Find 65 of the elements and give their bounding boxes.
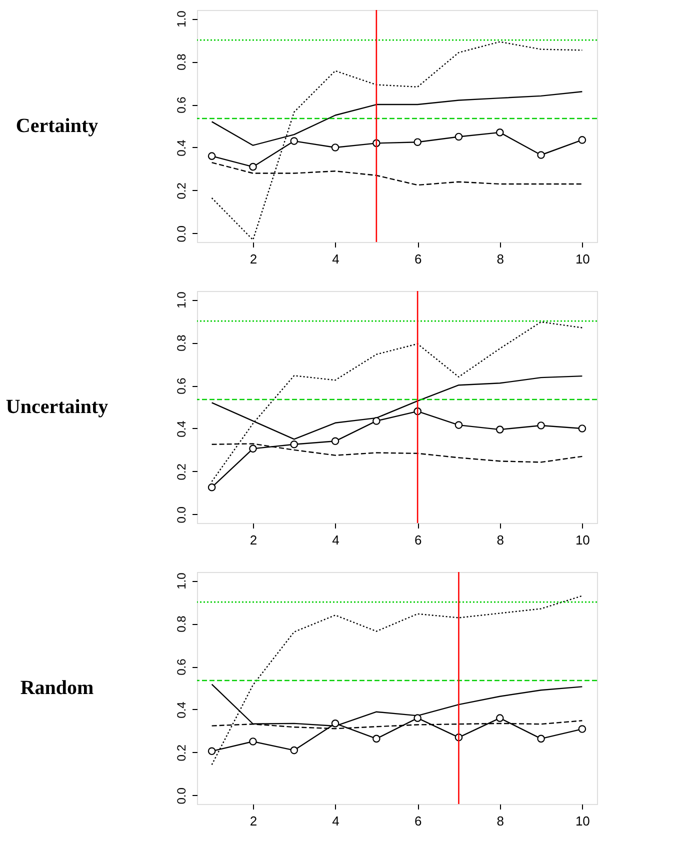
point [496,426,504,434]
point [537,151,545,159]
point [290,440,298,448]
y-tick-label: 0.0 [174,506,188,524]
x-tick-label: 8 [496,252,504,266]
x-tick-label: 8 [496,532,504,548]
y-tick-label: 0.6 [174,658,188,676]
y-tick-label: 0.2 [174,744,188,762]
point [290,137,298,145]
point [537,734,545,743]
point [208,747,216,756]
y-tick-label: 0.4 [174,139,188,156]
y-tick-label: 0.4 [174,420,188,438]
point [249,444,257,453]
point [331,720,340,728]
y-tick-label: 1.0 [174,572,188,590]
x-tick-label: 6 [414,252,422,266]
point [496,128,504,136]
y-tick-label: 0.6 [174,377,188,394]
point [372,417,380,425]
x-tick-label: 2 [250,532,258,548]
point [331,437,340,446]
x-tick-label: 6 [414,532,422,548]
line-series [211,41,583,240]
point [578,136,586,144]
point [454,132,463,141]
x-tick-label: 10 [575,814,590,828]
text: Random [20,677,94,699]
y-tick-label: 1.0 [174,291,188,308]
x-tick-label: 10 [575,532,590,548]
point [578,725,586,733]
point [208,152,216,160]
y-tick-label: 0.0 [174,787,188,804]
text: Uncertainty [6,396,108,418]
y-tick-label: 0.8 [174,53,188,70]
point [454,421,463,429]
x-tick-label: 6 [414,814,422,828]
y-tick-label: 0.8 [174,615,188,632]
point [496,714,504,722]
y-tick-label: 0.6 [174,96,188,114]
point [331,144,340,152]
y-tick-label: 0.4 [174,701,188,718]
point [372,734,380,743]
point [414,138,422,146]
text: Certainty [16,115,98,137]
y-tick-label: 1.0 [174,10,188,28]
point [249,738,257,746]
y-tick-label: 0.2 [174,182,188,200]
point [537,422,545,430]
x-tick-label: 4 [332,532,340,548]
x-tick-label: 2 [250,252,258,266]
y-tick-label: 0.2 [174,463,188,480]
line-series [211,595,583,766]
x-tick-label: 8 [496,814,504,828]
x-tick-label: 4 [332,814,340,828]
point [290,746,298,754]
point [208,483,216,492]
y-tick-label: 0.0 [174,225,188,242]
point [578,424,586,432]
y-tick-label: 0.8 [174,334,188,352]
x-tick-label: 2 [250,814,258,828]
x-tick-label: 4 [332,252,340,266]
x-tick-label: 10 [575,252,590,266]
point [414,714,422,722]
point [249,162,257,171]
